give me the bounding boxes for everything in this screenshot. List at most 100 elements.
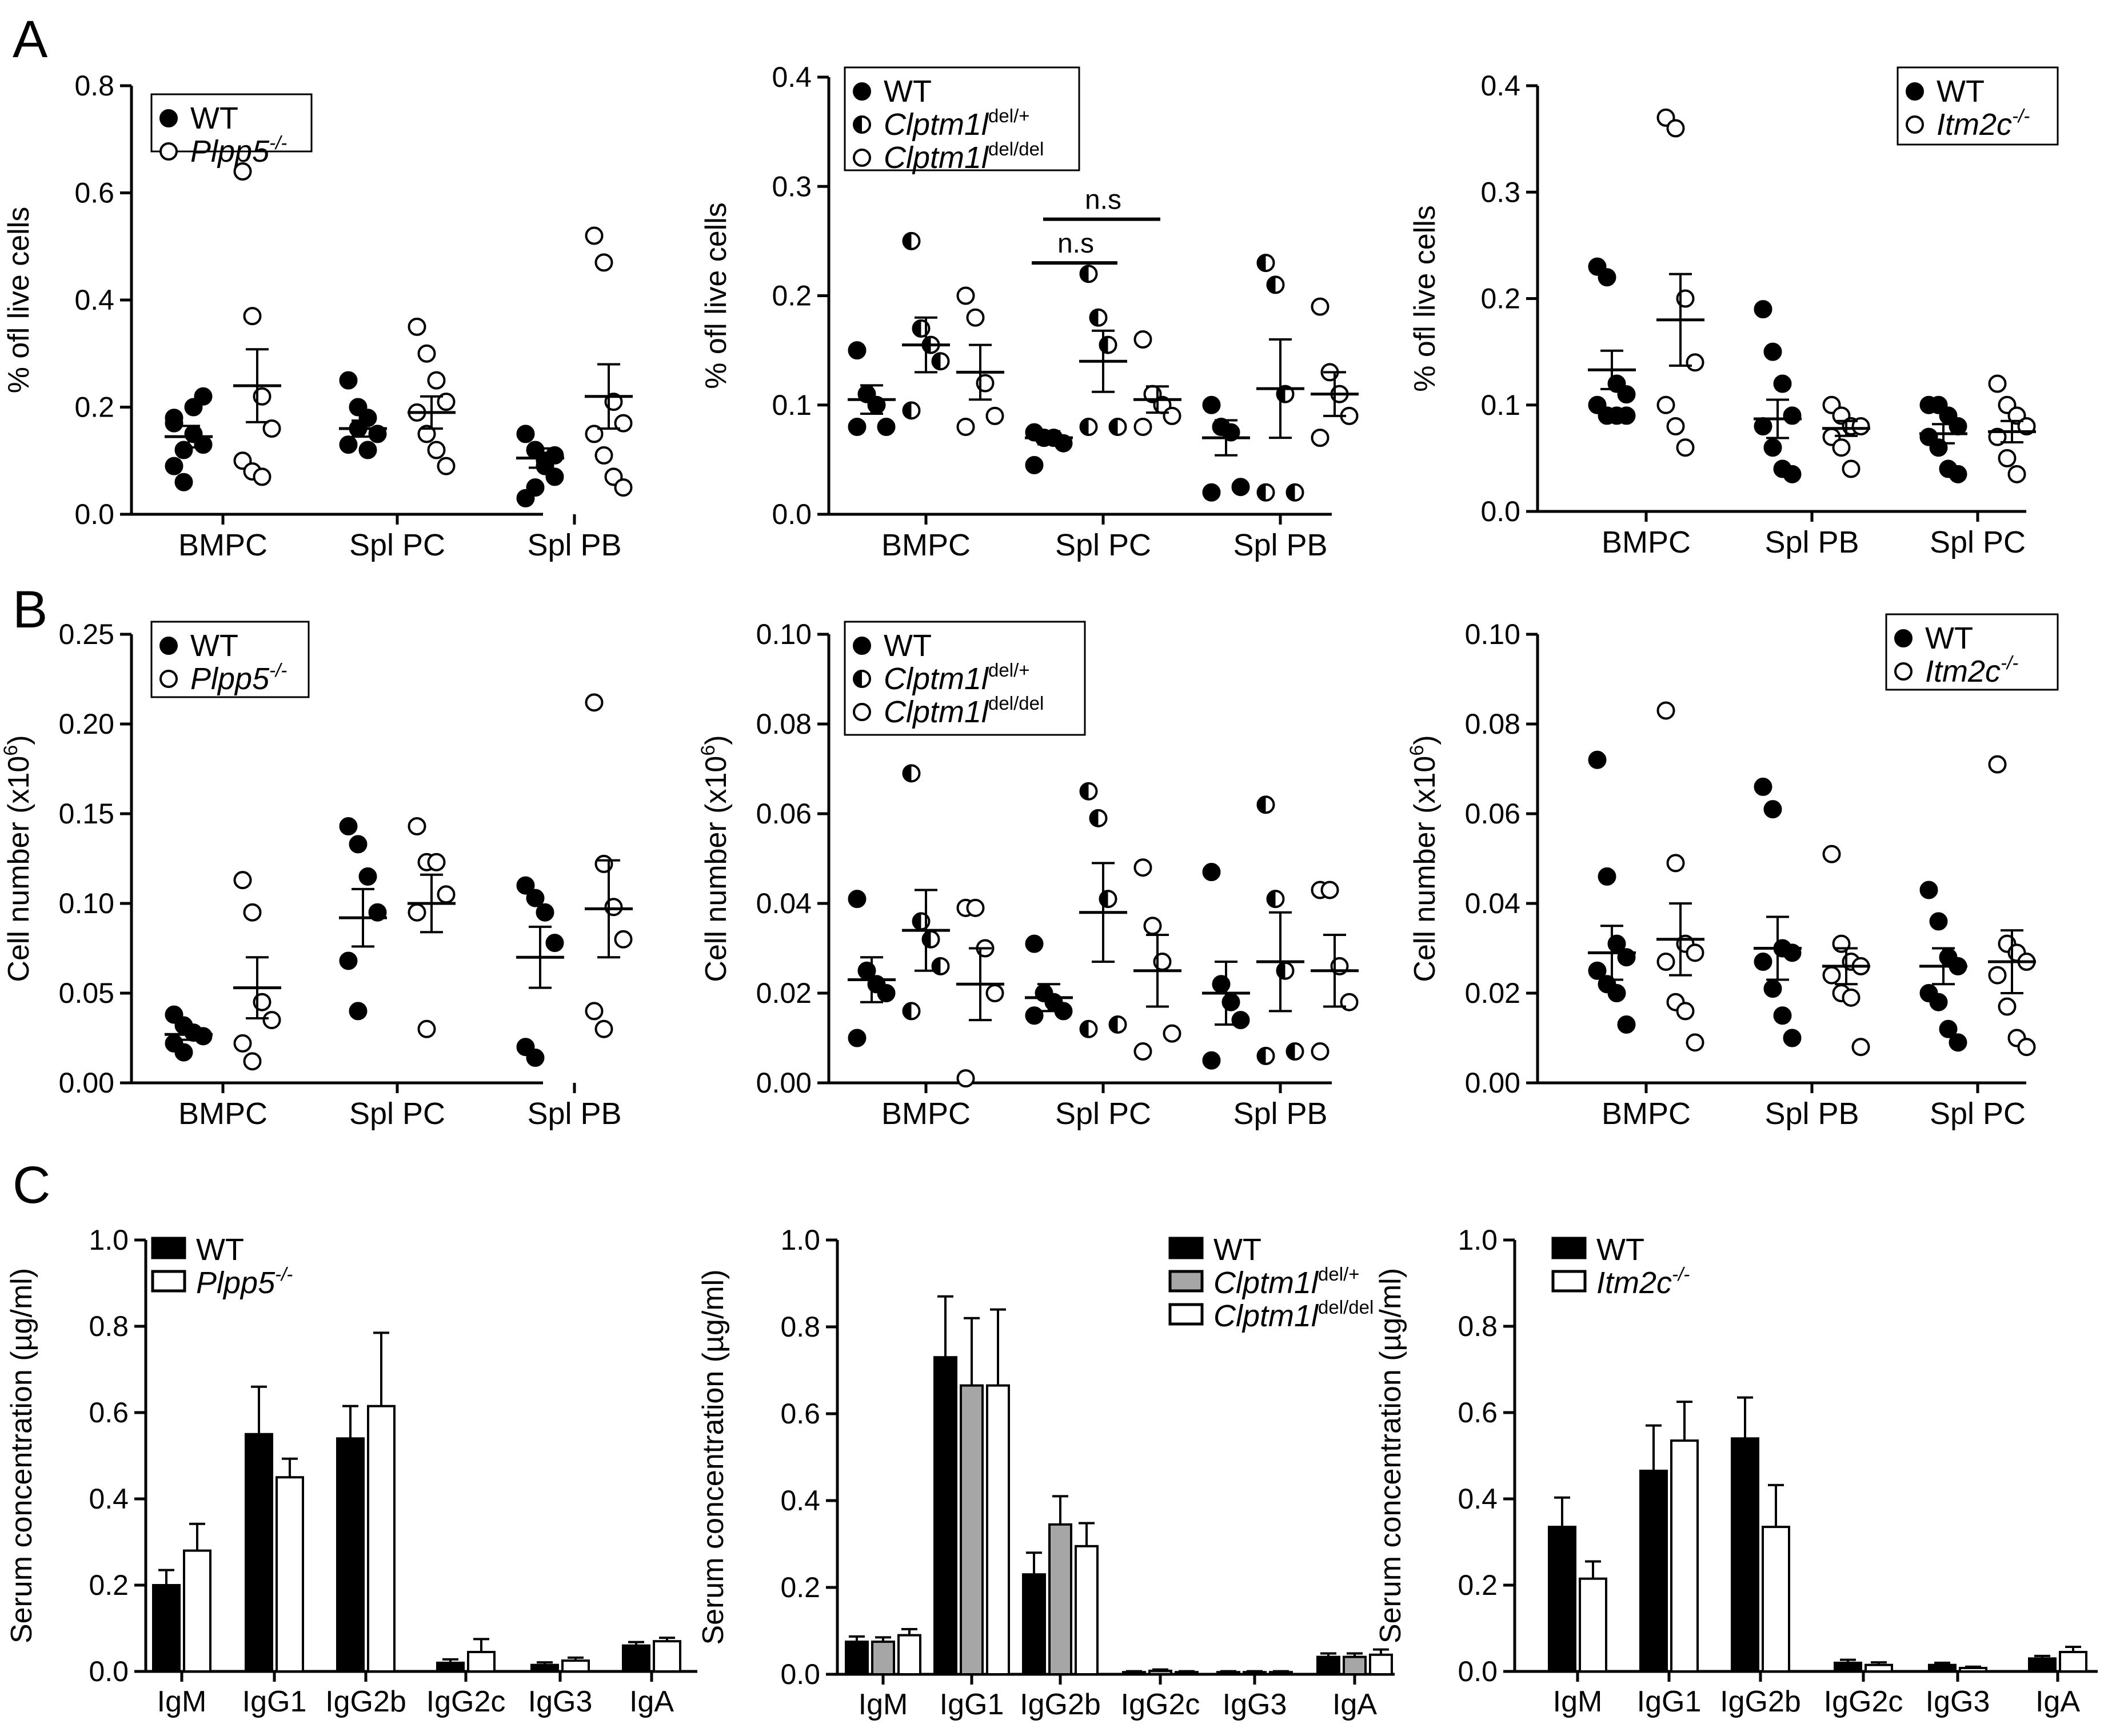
data-point [1089,809,1108,827]
half-marker-fill [1080,266,1089,282]
data-point [1783,406,1802,425]
data-point [848,418,867,436]
data-point [1666,854,1685,873]
y-tick-label: 0.4 [1458,1483,1498,1515]
data-point [243,307,262,326]
legend-swatch [1168,1303,1204,1326]
y-tick-label: 1.0 [89,1224,129,1256]
data-point [1763,438,1782,457]
data-point [1266,890,1285,909]
significance-label: n.s [1085,185,1121,215]
data-point [427,853,446,871]
panel-letter-A: A [13,10,48,69]
legend-swatch [151,1237,186,1259]
bar [530,1663,559,1673]
chart-8: 0.0 0.2 0.4 0.6 0.8 1.0 Serum concentration (µ… [697,1224,1395,1721]
bar [845,1641,869,1675]
data-point [233,162,252,181]
bar [183,1549,211,1673]
legend-marker [853,82,871,101]
data-point [1686,943,1704,962]
data-point [243,903,262,922]
y-tick-label: 0.04 [756,887,812,919]
y-tick-label: 0.00 [1465,1067,1520,1099]
half-marker-fill [1080,783,1089,799]
y-tick-label: 0.4 [780,1485,820,1517]
legend-label: WT [1937,74,1985,109]
y-tick-label: 0.06 [756,798,812,830]
data-point [417,1019,436,1038]
y-tick-label: 1.0 [1458,1224,1498,1256]
data-point [1656,953,1675,971]
half-marker-fill [1080,419,1089,435]
legend-label: WT [1596,1233,1644,1267]
data-point [1202,483,1221,502]
x-tick-label: IgG2c [1824,1685,1903,1718]
x-tick-label: Spl PC [349,528,445,562]
x-tick-label: Spl PB [1233,528,1327,562]
data-point [174,1043,193,1062]
legend-marker [159,142,178,161]
half-marker-fill [1287,1043,1295,1060]
data-point [985,984,1004,1002]
y-tick-label: 0.25 [59,618,114,650]
y-axis-label: % ofl live cells [2,207,35,394]
y-tick-label: 0.02 [756,977,812,1009]
data-point [1666,119,1685,138]
y-tick-label: 0.06 [1465,798,1520,830]
legend-marker [1894,662,1913,681]
bar [152,1584,181,1673]
data-point [1676,1002,1695,1021]
legend-label: Itm2c-/- [1596,1263,1690,1300]
data-point [614,414,633,433]
bar [1269,1671,1293,1675]
legend-swatch [151,1270,186,1293]
y-axis-label: Serum concentration (µg/ml) [5,1268,38,1643]
data-point [1256,483,1275,502]
x-tick-label: Spl PC [1930,525,2026,559]
x-tick-label: IgM [1553,1685,1603,1718]
data-point [1617,1015,1636,1034]
x-tick-label: IgM [859,1688,908,1721]
data-point [1822,845,1841,863]
legend-label: WT [190,629,238,663]
data-point [339,951,358,970]
bar [653,1640,681,1673]
legend-marker [1906,82,1924,101]
half-marker-fill [1257,1047,1266,1064]
data-point [1998,997,2017,1016]
x-tick-label: Spl PB [1764,1097,1859,1131]
y-tick-label: 0.4 [74,284,114,316]
bar [2059,1651,2087,1673]
data-point [545,467,564,486]
y-axis-label: Serum concentration (µg/ml) [697,1269,730,1645]
y-tick-label: 0.4 [89,1483,129,1515]
data-point [349,835,368,854]
half-marker-fill [913,320,921,337]
data-point [2007,465,2026,483]
y-tick-label: 0.0 [1480,495,1520,527]
bar [276,1476,304,1673]
y-tick-label: 0.8 [89,1310,129,1342]
data-point [358,441,377,459]
data-point [1256,254,1275,273]
chart-7: 0.0 0.2 0.4 0.6 0.8 1.0 Serum concentration (µ… [5,1224,697,1718]
data-point [1320,881,1339,899]
bar [336,1437,365,1673]
data-point [1988,966,2007,985]
data-point [1133,330,1152,349]
bar [1548,1526,1576,1673]
y-tick-label: 0.10 [59,887,114,919]
data-point [1842,988,1861,1007]
x-tick-label: BMPC [1602,525,1691,559]
data-point [262,419,281,438]
data-point [243,1052,262,1071]
data-point [1851,1038,1870,1057]
y-axis-label: % ofl live cells [1408,205,1442,392]
x-tick-label: IgA [1332,1688,1377,1721]
bar [933,1356,957,1675]
data-point [339,435,358,454]
bar [1075,1545,1099,1676]
half-marker-fill [1267,277,1276,293]
chart-3: 0.0 0.1 0.2 0.3 0.4 % ofl live cells BMPC Spl P… [1408,66,2059,559]
